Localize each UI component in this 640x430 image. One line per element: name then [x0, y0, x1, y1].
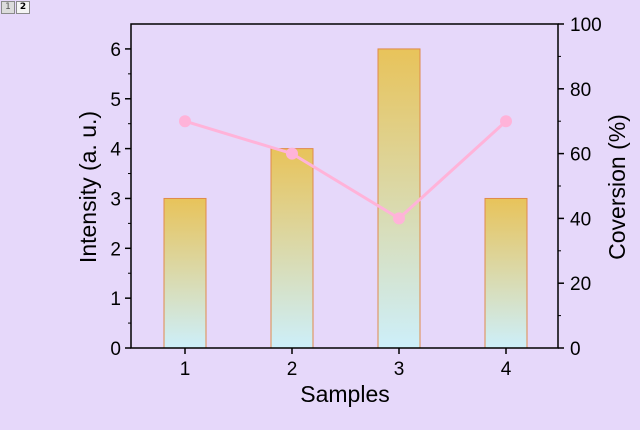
conversion-point-2 [286, 147, 298, 160]
sheet-tab-1[interactable]: 1 [1, 1, 15, 14]
conversion-line [184, 119, 508, 221]
y-right-tick-label: 80 [570, 80, 591, 101]
y-axis-label: Intensity (a. u.) [75, 111, 101, 263]
bar-4 [484, 197, 528, 349]
y-tick-label: 1 [110, 289, 121, 310]
x-tick-label: 3 [394, 359, 405, 380]
y-tick-label: 4 [110, 140, 121, 161]
y-tick-label: 5 [110, 90, 121, 111]
sheet-tab-bar: 1 2 [1, 1, 30, 14]
line-series [179, 115, 512, 225]
y-right-tick-label: 40 [570, 209, 591, 230]
x-tick-label: 1 [180, 359, 191, 380]
y-right-tick-label: 0 [570, 339, 581, 360]
y-tick-label: 0 [110, 339, 121, 360]
x-tick-label: 4 [501, 359, 512, 380]
y-tick-label: 3 [110, 189, 121, 210]
bar-3 [377, 48, 421, 349]
bar-2 [270, 148, 314, 349]
x-tick-label: 2 [287, 359, 298, 380]
conversion-point-4 [500, 115, 512, 128]
conversion-point-3 [393, 212, 405, 225]
y-axis-label-right: Coversion (%) [604, 114, 630, 260]
y-right-tick-label: 60 [570, 145, 591, 166]
x-axis-label: Samples [300, 381, 389, 407]
y-tick-label: 2 [110, 239, 121, 260]
conversion-point-1 [179, 115, 191, 128]
y-right-tick-label: 20 [570, 274, 591, 295]
y-right-tick-label: 100 [570, 15, 602, 36]
bar-series [163, 48, 528, 349]
y-tick-label: 6 [110, 40, 121, 61]
bar-1 [163, 197, 207, 349]
sheet-tab-2[interactable]: 2 [16, 1, 30, 14]
